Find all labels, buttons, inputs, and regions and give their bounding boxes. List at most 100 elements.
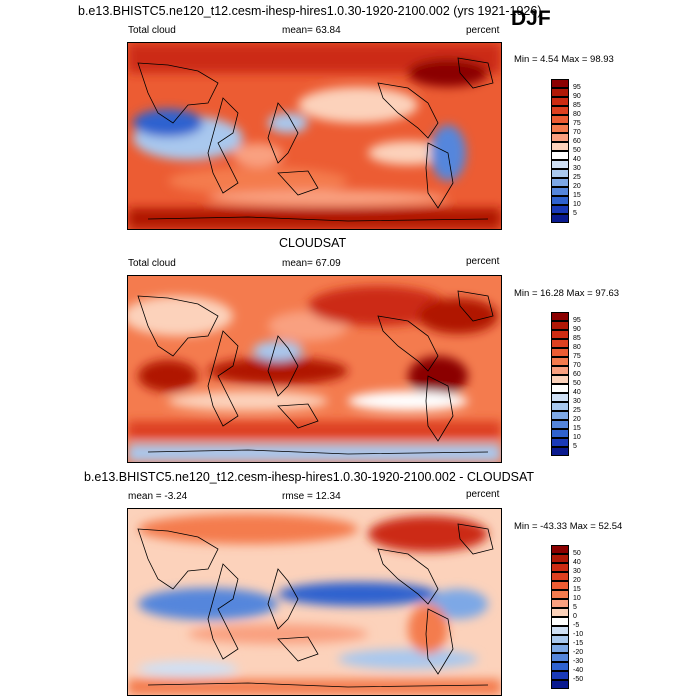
colorbar-tick-label: 30: [573, 165, 581, 172]
colorbar-tick-label: 10: [573, 201, 581, 208]
colorbar-cell: [551, 348, 569, 357]
colorbar-cell: [551, 411, 569, 420]
colorbar-tick-label: 75: [573, 120, 581, 127]
colorbar-cell: [551, 375, 569, 384]
panel2-colorbar: [551, 312, 569, 456]
colorbar-cell: [551, 330, 569, 339]
panel1-colorbar: [551, 79, 569, 223]
colorbar-tick-label: 60: [573, 138, 581, 145]
colorbar-cell: [551, 151, 569, 160]
panel2-variable-label: Total cloud: [128, 258, 176, 269]
colorbar-cell: [551, 581, 569, 590]
colorbar-cell: [551, 97, 569, 106]
colorbar-tick-label: 5: [573, 604, 577, 611]
colorbar-cell: [551, 187, 569, 196]
colorbar-tick-label: 15: [573, 425, 581, 432]
colorbar-cell: [551, 79, 569, 88]
colorbar-cell: [551, 563, 569, 572]
colorbar-tick-label: 95: [573, 84, 581, 91]
colorbar-cell: [551, 312, 569, 321]
colorbar-cell: [551, 124, 569, 133]
colorbar-tick-label: -20: [573, 649, 584, 656]
panel3-coastlines: [137, 523, 494, 688]
colorbar-tick-label: 10: [573, 595, 581, 602]
panel3-map: [127, 508, 502, 696]
colorbar-tick-label: 20: [573, 416, 581, 423]
colorbar-tick-label: 75: [573, 353, 581, 360]
colorbar-cell: [551, 142, 569, 151]
colorbar-tick-label: 20: [573, 183, 581, 190]
colorbar-cell: [551, 590, 569, 599]
panel1-mean-label: mean= 63.84: [282, 25, 341, 36]
panel2-map: [127, 275, 502, 463]
colorbar-tick-label: 90: [573, 326, 581, 333]
panel1-map-field: [128, 43, 501, 229]
panel1-units-label: percent: [466, 25, 500, 36]
colorbar-cell: [551, 384, 569, 393]
panel1-map: [127, 42, 502, 230]
colorbar-tick-label: 15: [573, 586, 581, 593]
colorbar-tick-label: 5: [573, 210, 577, 217]
colorbar-cell: [551, 671, 569, 680]
colorbar-tick-label: 70: [573, 362, 581, 369]
colorbar-tick-label: -30: [573, 658, 584, 665]
colorbar-tick-label: 10: [573, 434, 581, 441]
colorbar-cell: [551, 635, 569, 644]
colorbar-cell: [551, 680, 569, 689]
panel2-units-label: percent: [466, 256, 500, 267]
colorbar-tick-label: 5: [573, 443, 577, 450]
panel3-heading: b.e13.BHISTC5.ne120_t12.cesm-ihesp-hires…: [84, 470, 535, 484]
colorbar-tick-label: 90: [573, 93, 581, 100]
colorbar-cell: [551, 196, 569, 205]
panel1-coastlines: [137, 57, 494, 222]
colorbar-tick-label: -10: [573, 631, 584, 638]
panel2-minmax: Min = 16.28 Max = 97.63: [514, 288, 620, 299]
colorbar-cell: [551, 662, 569, 671]
colorbar-cell: [551, 438, 569, 447]
colorbar-cell: [551, 420, 569, 429]
season-label: DJF: [511, 7, 551, 30]
colorbar-cell: [551, 447, 569, 456]
colorbar-cell: [551, 169, 569, 178]
panel1-minmax: Min = 4.54 Max = 98.93: [514, 54, 614, 65]
panel2-mean-label: mean= 67.09: [282, 258, 341, 269]
panel3-colorbar: [551, 545, 569, 689]
colorbar-cell: [551, 608, 569, 617]
colorbar-tick-label: 85: [573, 335, 581, 342]
colorbar-cell: [551, 554, 569, 563]
colorbar-tick-label: 60: [573, 371, 581, 378]
colorbar-tick-label: 80: [573, 344, 581, 351]
panel3-units-label: percent: [466, 489, 500, 500]
colorbar-tick-label: 80: [573, 111, 581, 118]
colorbar-cell: [551, 429, 569, 438]
colorbar-tick-label: -5: [573, 622, 580, 629]
colorbar-tick-label: 40: [573, 156, 581, 163]
colorbar-tick-label: 30: [573, 398, 581, 405]
colorbar-tick-label: 70: [573, 129, 581, 136]
colorbar-cell: [551, 402, 569, 411]
colorbar-cell: [551, 115, 569, 124]
colorbar-cell: [551, 133, 569, 142]
colorbar-tick-label: 50: [573, 550, 581, 557]
colorbar-cell: [551, 366, 569, 375]
colorbar-tick-label: 20: [573, 577, 581, 584]
colorbar-tick-label: 40: [573, 559, 581, 566]
colorbar-tick-label: 95: [573, 317, 581, 324]
panel2-coastlines: [137, 290, 494, 455]
colorbar-tick-label: 0: [573, 613, 577, 620]
panel3-minmax: Min = -43.33 Max = 52.54: [514, 521, 623, 532]
colorbar-tick-label: 50: [573, 147, 581, 154]
colorbar-cell: [551, 88, 569, 97]
colorbar-cell: [551, 393, 569, 402]
colorbar-tick-label: 25: [573, 407, 581, 414]
panel3-mean-label: mean = -3.24: [128, 491, 188, 502]
colorbar-cell: [551, 160, 569, 169]
panel2-heading: CLOUDSAT: [279, 236, 347, 250]
panel3-map-field: [128, 509, 501, 695]
panel3-rmse-label: rmse = 12.34: [282, 491, 341, 502]
colorbar-cell: [551, 205, 569, 214]
colorbar-tick-label: 40: [573, 389, 581, 396]
colorbar-cell: [551, 106, 569, 115]
colorbar-cell: [551, 178, 569, 187]
plot-title: b.e13.BHISTC5.ne120_t12.cesm-ihesp-hires…: [78, 4, 542, 18]
